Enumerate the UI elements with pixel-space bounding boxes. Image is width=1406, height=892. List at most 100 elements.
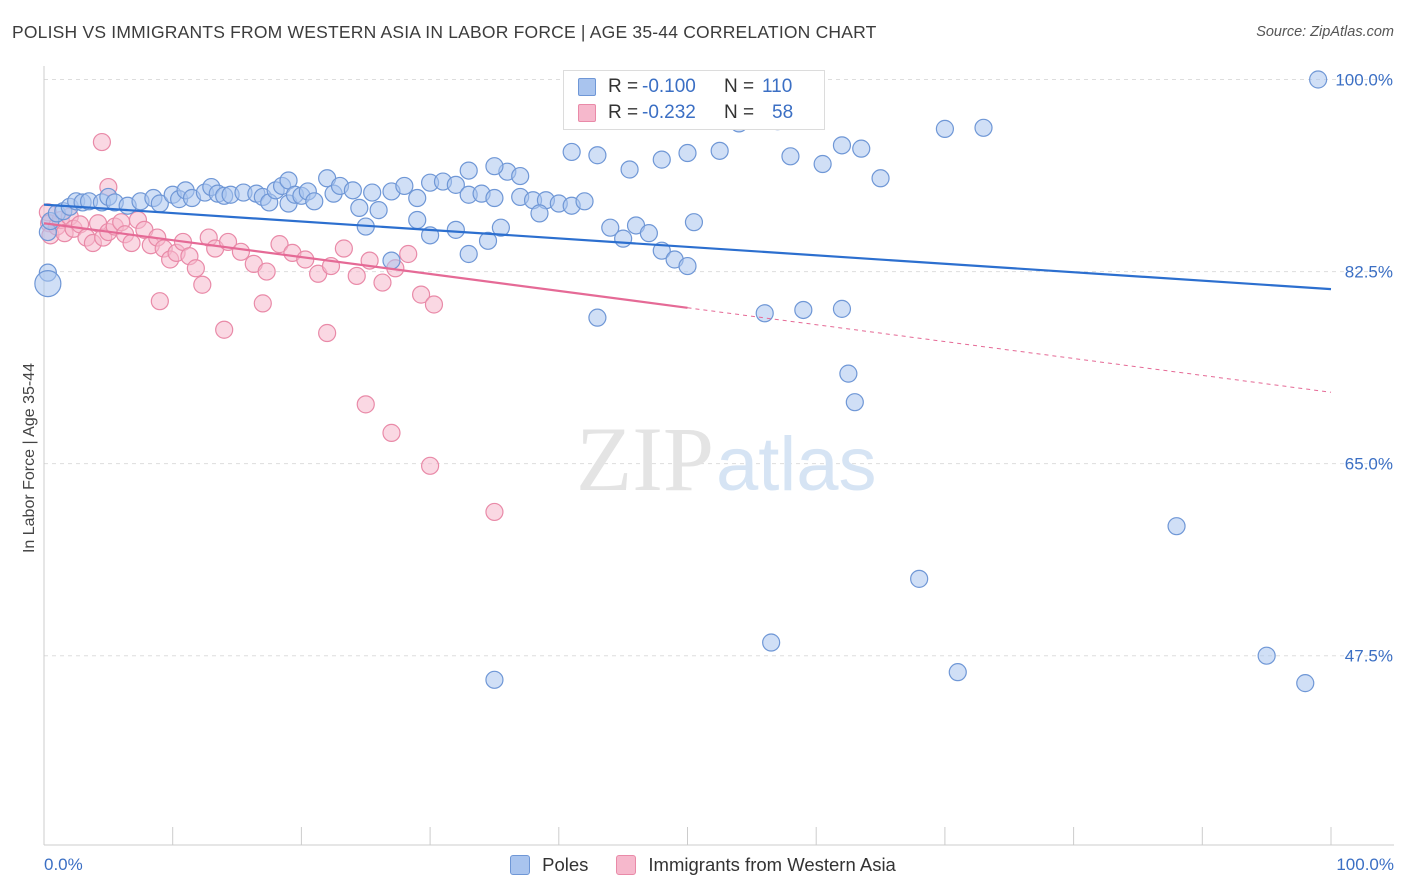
immigrants-point — [193, 275, 212, 294]
y-tick-label: 82.5% — [1345, 263, 1393, 282]
poles-point — [948, 663, 967, 682]
y-tick-label: 65.0% — [1345, 455, 1393, 474]
poles-point — [1296, 674, 1315, 693]
poles-point — [459, 161, 478, 180]
immigrants-point — [424, 295, 444, 314]
immigrants-point — [318, 323, 337, 343]
poles-point — [614, 229, 633, 248]
watermark-zip: ZIP — [576, 408, 714, 510]
poles-point — [935, 119, 955, 138]
poles-point — [852, 139, 871, 158]
poles-point — [639, 224, 658, 243]
poles-point — [1309, 70, 1328, 89]
stats-row-poles: R = -0.100 N = 110 — [578, 75, 792, 99]
poles-point — [678, 256, 697, 276]
r-value: -0.100 — [642, 76, 696, 97]
immigrants-point — [296, 250, 315, 269]
immigrants-point — [215, 320, 234, 339]
legend-label: Immigrants from Western Asia — [648, 854, 896, 875]
poles-point — [588, 146, 607, 165]
immigrants-point — [421, 456, 440, 475]
y-tick-label: 100.0% — [1335, 71, 1393, 90]
poles-swatch — [578, 78, 596, 96]
poles-point — [575, 192, 594, 211]
immigrants-swatch — [578, 104, 596, 122]
axes — [43, 66, 1394, 846]
poles-point — [382, 251, 401, 270]
poles-point — [446, 220, 465, 239]
poles-point — [832, 136, 852, 155]
source-label: Source: ZipAtlas.com — [1256, 24, 1394, 40]
n-value: 58 — [772, 102, 794, 123]
poles-point — [678, 143, 697, 163]
chart-title: POLISH VS IMMIGRANTS FROM WESTERN ASIA I… — [12, 22, 877, 42]
poles-point — [530, 204, 549, 223]
r-label: R = — [608, 102, 639, 123]
series-poles-points — [34, 70, 1328, 693]
poles-point — [839, 364, 858, 383]
immigrants-trend-line — [43, 222, 688, 309]
stats-legend: R = -0.100 N = 110 R = -0.232 N = 58 — [563, 70, 825, 130]
poles-point — [710, 141, 729, 160]
grid-lines — [44, 79, 1394, 657]
immigrants-point — [150, 292, 169, 311]
poles-point — [562, 142, 581, 162]
immigrants-point — [186, 259, 205, 278]
legend-item-poles[interactable]: Poles — [510, 854, 588, 876]
poles-point — [910, 569, 929, 588]
r-label: R = — [608, 76, 639, 97]
y-axis-label: In Labor Force | Age 35-44 — [21, 362, 38, 554]
poles-point — [34, 270, 62, 298]
x-tick-label-max: 100.0% — [1336, 855, 1394, 874]
poles-point — [1257, 646, 1276, 665]
poles-point — [478, 231, 498, 250]
immigrants-point — [373, 273, 392, 292]
y-tick-label: 47.5% — [1345, 647, 1393, 666]
poles-point — [832, 299, 852, 318]
poles-swatch — [510, 855, 531, 875]
x-tick-labels: 0.0% 100.0% — [44, 855, 1394, 874]
immigrants-point — [270, 235, 289, 254]
poles-point — [369, 201, 388, 220]
poles-point — [485, 188, 504, 208]
poles-point — [813, 154, 832, 174]
poles-point — [408, 188, 427, 208]
trend-lines — [43, 203, 1332, 393]
poles-point — [350, 198, 369, 218]
poles-point — [845, 393, 864, 412]
immigrants-point — [334, 239, 353, 258]
poles-point — [305, 192, 324, 211]
stats-row-immigrants: R = -0.232 N = 58 — [578, 101, 793, 125]
poles-point — [652, 150, 671, 169]
immigrants-point — [122, 233, 141, 253]
poles-point — [1167, 517, 1186, 536]
immigrants-point — [382, 423, 401, 442]
n-label: N = — [724, 76, 755, 97]
n-value: 110 — [762, 76, 793, 97]
immigrants-point — [399, 244, 418, 264]
immigrants-point — [356, 395, 375, 414]
immigrants-point — [92, 132, 112, 152]
poles-point — [343, 181, 362, 200]
poles-point — [491, 218, 510, 237]
immigrants-point — [231, 242, 251, 261]
poles-point — [684, 213, 704, 232]
poles-point — [459, 244, 478, 264]
poles-point — [485, 670, 504, 689]
poles-point — [408, 210, 427, 230]
poles-point — [762, 633, 781, 652]
immigrants-point — [485, 502, 504, 522]
poles-point — [781, 147, 800, 166]
x-tick-label-min: 0.0% — [44, 855, 83, 874]
watermark-atlas: atlas — [716, 422, 877, 507]
r-value: -0.232 — [642, 102, 696, 123]
series-legend: Poles Immigrants from Western Asia — [0, 852, 1406, 878]
legend-item-immigrants[interactable]: Immigrants from Western Asia — [616, 854, 896, 876]
poles-point — [588, 308, 607, 327]
immigrants-swatch — [616, 855, 637, 875]
poles-point — [871, 169, 890, 188]
poles-point — [601, 218, 620, 237]
poles-point — [755, 304, 774, 323]
immigrants-point — [257, 262, 276, 281]
